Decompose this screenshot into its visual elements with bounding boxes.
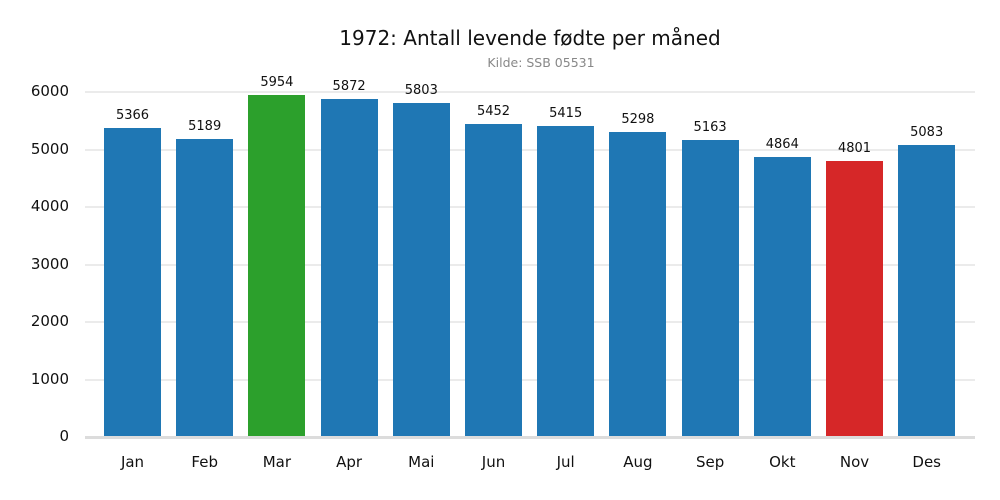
x-tick-label: Mai — [408, 453, 435, 471]
gridline — [85, 321, 975, 323]
gridline — [85, 263, 975, 266]
y-tick-label: 3000 — [30, 254, 69, 273]
value-label: 5954 — [260, 74, 294, 90]
bar-sep — [681, 140, 739, 437]
bar-aug — [609, 132, 667, 437]
bar-apr — [320, 99, 378, 437]
x-tick-label: Sep — [695, 453, 725, 471]
x-tick-label: Okt — [769, 453, 796, 471]
value-label: 5163 — [693, 120, 727, 136]
bar-nov — [826, 160, 883, 437]
gridline — [85, 206, 975, 208]
y-tick-label: 1000 — [30, 369, 69, 388]
bar-okt — [753, 157, 811, 437]
value-label: 5189 — [188, 118, 222, 134]
x-tick-label: Nov — [839, 453, 870, 471]
x-tick-label: Mar — [262, 453, 292, 471]
bar-feb — [176, 138, 234, 437]
chart-title: 1972: Antall levende fødte per måned — [339, 26, 721, 50]
y-tick-label: 2000 — [30, 312, 69, 330]
x-tick-label: Feb — [191, 453, 218, 471]
x-axis-line — [85, 436, 975, 439]
bar-mai — [392, 103, 450, 437]
value-label: 5415 — [549, 105, 583, 121]
x-tick-label: Apr — [336, 453, 363, 471]
y-tick-label: 4000 — [30, 197, 69, 215]
y-tick-label: 5000 — [30, 139, 69, 158]
value-label: 5366 — [115, 108, 150, 124]
gridline — [85, 91, 975, 93]
bar-jun — [465, 123, 522, 437]
bar-jul — [537, 125, 595, 437]
gridline — [85, 148, 975, 151]
x-tick-label: Jan — [120, 453, 145, 471]
value-label: 4864 — [765, 137, 799, 153]
chart-subtitle: Kilde: SSB 05531 — [487, 55, 595, 70]
y-tick-label: 6000 — [30, 82, 69, 100]
value-label: 5298 — [621, 112, 655, 128]
bar-mar — [248, 94, 306, 437]
bar-jan — [104, 128, 161, 437]
x-tick-label: Jun — [481, 453, 506, 471]
bar-des — [898, 144, 956, 437]
x-tick-label: Jul — [556, 453, 575, 471]
x-tick-label: Aug — [623, 453, 653, 471]
value-label: 5872 — [332, 79, 366, 95]
value-label: 5083 — [910, 124, 944, 140]
y-tick-label: 0 — [59, 427, 69, 445]
gridline — [85, 378, 975, 381]
value-label: 5452 — [476, 103, 511, 119]
value-label: 5803 — [404, 83, 438, 99]
value-label: 4801 — [837, 140, 872, 156]
x-tick-label: Des — [912, 453, 941, 471]
